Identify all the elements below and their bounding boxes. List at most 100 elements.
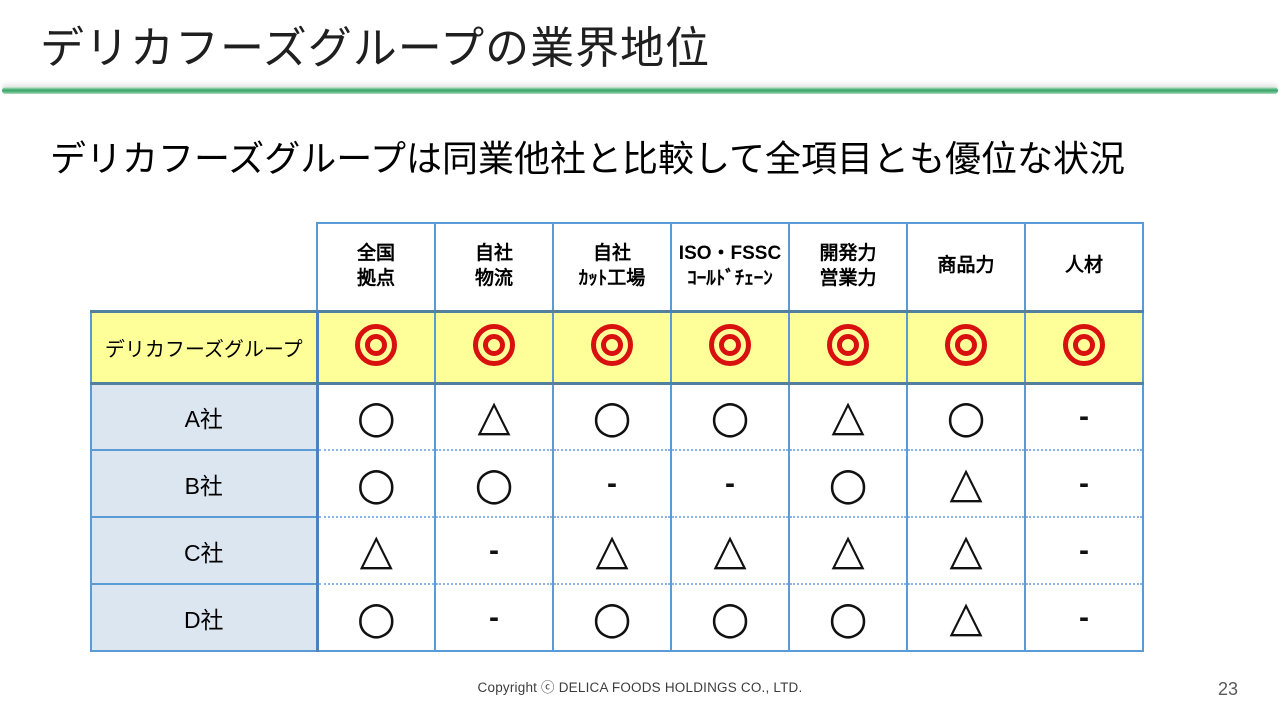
circle-icon: ○ bbox=[828, 457, 868, 510]
row-label: C社 bbox=[90, 516, 319, 585]
triangle-icon: △ bbox=[831, 525, 865, 575]
table-cell: ○ bbox=[552, 583, 672, 652]
table-cell: - bbox=[1024, 516, 1144, 585]
table-cell bbox=[670, 309, 790, 385]
table-row-4: C社 △ - △ △ △ △ - bbox=[90, 516, 1144, 585]
table-cell: - bbox=[1024, 583, 1144, 652]
table-cell: - bbox=[434, 583, 554, 652]
table-cell: △ bbox=[788, 516, 908, 585]
table-cell: △ bbox=[670, 516, 790, 585]
table-cell: - bbox=[552, 449, 672, 518]
circle-icon: ○ bbox=[356, 390, 396, 444]
dash-symbol: - bbox=[607, 466, 617, 500]
table-cell: △ bbox=[552, 516, 672, 585]
triangle-icon: △ bbox=[713, 525, 747, 575]
page-title: デリカフーズグループの業界地位 bbox=[40, 24, 711, 73]
circle-icon: ○ bbox=[592, 591, 632, 644]
table-cell: △ bbox=[906, 583, 1026, 652]
double-circle-icon bbox=[471, 322, 517, 368]
table-cell: △ bbox=[906, 516, 1026, 585]
circle-icon: ○ bbox=[710, 390, 750, 444]
circle-icon: ○ bbox=[710, 591, 750, 644]
table-cell: △ bbox=[316, 516, 436, 585]
column-header-line: 人材 bbox=[1064, 255, 1103, 277]
column-header-5: 開発力 営業力 bbox=[788, 222, 908, 312]
table-cell: ○ bbox=[316, 583, 436, 652]
table-cell: ○ bbox=[552, 382, 672, 451]
table-cell: ○ bbox=[670, 583, 790, 652]
table-row-5: D社 ○ - ○ ○ ○ △ - bbox=[90, 583, 1144, 652]
slide-subtitle: デリカフーズグループは同業他社と比較して全項目とも優位な状況 bbox=[50, 138, 1125, 179]
table-cell: ○ bbox=[434, 449, 554, 518]
table-cell: ○ bbox=[316, 449, 436, 518]
triangle-icon: △ bbox=[949, 592, 983, 642]
dash-symbol: - bbox=[489, 600, 499, 634]
column-header-3: 自社 ｶｯﾄ工場 bbox=[552, 222, 672, 312]
row-label: D社 bbox=[90, 583, 319, 652]
page-number: 23 bbox=[1217, 679, 1238, 699]
table-row-1: デリカフーズグループ bbox=[90, 309, 1144, 385]
column-header-2: 自社 物流 bbox=[434, 222, 554, 312]
column-header-6: 商品力 bbox=[906, 222, 1026, 312]
table-cell bbox=[434, 309, 554, 385]
table-cell bbox=[788, 309, 908, 385]
column-header-line: 全国 bbox=[356, 243, 395, 265]
column-header-line: 開発力 bbox=[819, 243, 877, 265]
table-cell bbox=[552, 309, 672, 385]
circle-icon: ○ bbox=[356, 457, 396, 510]
table-body: デリカフーズグループ A社 ○ △ ○ ○ △ ○ - B社 ○ ○ - - ○ △ - C社 △ - △ △ △ △ - D社 ○… bbox=[90, 309, 1144, 652]
table-row-3: B社 ○ ○ - - ○ △ - bbox=[90, 449, 1144, 518]
table-cell bbox=[316, 309, 436, 385]
column-header-4: ISO・FSSC ｺｰﾙﾄﾞﾁｪｰﾝ bbox=[670, 222, 790, 312]
column-header-line: 自社 bbox=[592, 243, 631, 265]
row-label: デリカフーズグループ bbox=[90, 309, 319, 385]
circle-icon: ○ bbox=[592, 390, 632, 444]
dash-symbol: - bbox=[489, 533, 499, 567]
table-cell: - bbox=[670, 449, 790, 518]
table-cell: ○ bbox=[670, 382, 790, 451]
table-cell: △ bbox=[906, 449, 1026, 518]
table-cell: ○ bbox=[316, 382, 436, 451]
double-circle-icon bbox=[1061, 322, 1107, 368]
table-cell bbox=[1024, 309, 1144, 385]
double-circle-icon bbox=[707, 322, 753, 368]
column-header-7: 人材 bbox=[1024, 222, 1144, 312]
triangle-icon: △ bbox=[477, 391, 511, 442]
dash-symbol: - bbox=[725, 466, 735, 500]
column-header-line: ISO・FSSC bbox=[678, 243, 782, 265]
table-cell: △ bbox=[788, 382, 908, 451]
double-circle-icon bbox=[943, 322, 989, 368]
double-circle-icon bbox=[589, 322, 635, 368]
table-cell: △ bbox=[434, 382, 554, 451]
dash-symbol: - bbox=[1079, 600, 1089, 634]
table-cell bbox=[906, 309, 1026, 385]
column-header-line: 物流 bbox=[474, 267, 513, 289]
table-row-2: A社 ○ △ ○ ○ △ ○ - bbox=[90, 382, 1144, 451]
row-label: B社 bbox=[90, 449, 319, 518]
column-header-line: 拠点 bbox=[356, 267, 395, 289]
circle-icon: ○ bbox=[474, 457, 514, 510]
double-circle-icon bbox=[825, 322, 871, 368]
column-header-line: ｶｯﾄ工場 bbox=[578, 267, 646, 289]
triangle-icon: △ bbox=[595, 525, 629, 575]
table-cell: - bbox=[434, 516, 554, 585]
triangle-icon: △ bbox=[949, 525, 983, 575]
table-cell: - bbox=[1024, 449, 1144, 518]
table-header: 全国 拠点 自社 物流 自社 ｶｯﾄ工場 ISO・FSSC ｺｰﾙﾄﾞﾁｪｰﾝ 開発力 営業力 商品… bbox=[91, 222, 1144, 312]
table-cell: ○ bbox=[906, 382, 1026, 451]
circle-icon: ○ bbox=[828, 591, 868, 644]
column-header-line: 商品力 bbox=[937, 255, 995, 277]
double-circle-icon bbox=[353, 322, 399, 368]
column-header-line: 営業力 bbox=[819, 267, 877, 289]
dash-symbol: - bbox=[1079, 399, 1089, 433]
copyright-text: Copyright ⓒ DELICA FOODS HOLDINGS CO., L… bbox=[477, 680, 803, 695]
triangle-icon: △ bbox=[359, 525, 393, 575]
table-cell: ○ bbox=[788, 449, 908, 518]
row-label: A社 bbox=[90, 382, 319, 451]
dash-symbol: - bbox=[1079, 533, 1089, 567]
table-cell: ○ bbox=[788, 583, 908, 652]
circle-icon: ○ bbox=[356, 591, 396, 644]
column-header-line: 自社 bbox=[474, 243, 513, 265]
dash-symbol: - bbox=[1079, 466, 1089, 500]
